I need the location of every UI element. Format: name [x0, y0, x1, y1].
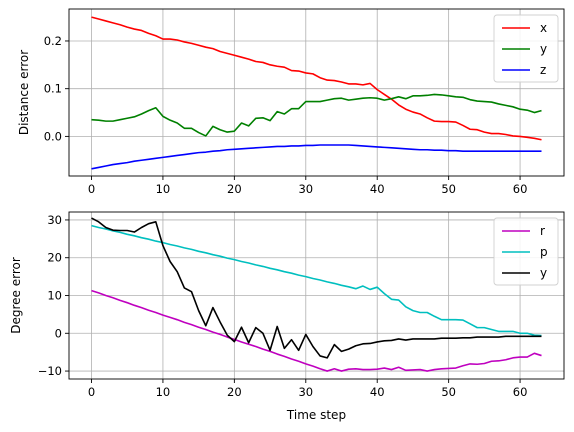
- x-tick-label: 10: [156, 385, 171, 399]
- series-line-y: [91, 93, 542, 137]
- y-tick-label: 0.1: [44, 82, 62, 96]
- legend-label-z: z: [540, 63, 546, 77]
- grid: [69, 9, 564, 176]
- x-tick-label: 40: [370, 182, 385, 196]
- legend-label-p: p: [540, 245, 548, 259]
- y-tick-label: −10: [38, 364, 62, 378]
- x-tick-label: 60: [513, 385, 528, 399]
- chart-panel-2: 0 10 20 30 40 50 60 −10 0 10 20 30 Degree error Time …: [9, 211, 565, 422]
- y-axis-label: Distance error: [17, 50, 31, 135]
- x-tick-label: 50: [441, 385, 456, 399]
- legend: xyz: [493, 14, 559, 83]
- y-tick-label: 10: [47, 289, 62, 303]
- x-tick-label: 0: [88, 182, 95, 196]
- legend-label-y: y: [540, 266, 547, 280]
- series-line-y: [91, 217, 542, 359]
- x-tick-label: 10: [156, 182, 171, 196]
- x-tick-label: 30: [298, 182, 313, 196]
- x-tick-label: 20: [227, 182, 242, 196]
- x-tick-label: 60: [513, 182, 528, 196]
- y-tick-label: 20: [47, 251, 62, 265]
- axes-frame: [68, 8, 565, 177]
- x-tick-label: 50: [441, 182, 456, 196]
- legend-label-r: r: [540, 224, 545, 238]
- x-tick-label: 0: [88, 385, 95, 399]
- legend: rpy: [493, 217, 559, 286]
- x-tick-label: 30: [298, 385, 313, 399]
- legend-label-y: y: [540, 42, 547, 56]
- y-tick-label: 0.2: [44, 34, 62, 48]
- y-axis-label: Degree error: [9, 257, 23, 334]
- x-tick-label: 40: [370, 385, 385, 399]
- series-line-r: [91, 289, 542, 372]
- y-tick-label: 0: [55, 326, 62, 340]
- y-tick-label: 30: [47, 213, 62, 227]
- y-tick-label: 0.0: [44, 129, 62, 143]
- series-line-z: [91, 144, 542, 170]
- chart-panel-1: 0 10 20 30 40 50 60 0.0 0.1 0.2 Distance error xyz: [17, 8, 565, 196]
- series-line-p: [91, 224, 542, 337]
- legend-label-x: x: [540, 21, 547, 35]
- series-line-x: [91, 16, 542, 141]
- x-tick-label: 20: [227, 385, 242, 399]
- x-axis-label: Time step: [286, 408, 346, 422]
- grid: [69, 212, 564, 379]
